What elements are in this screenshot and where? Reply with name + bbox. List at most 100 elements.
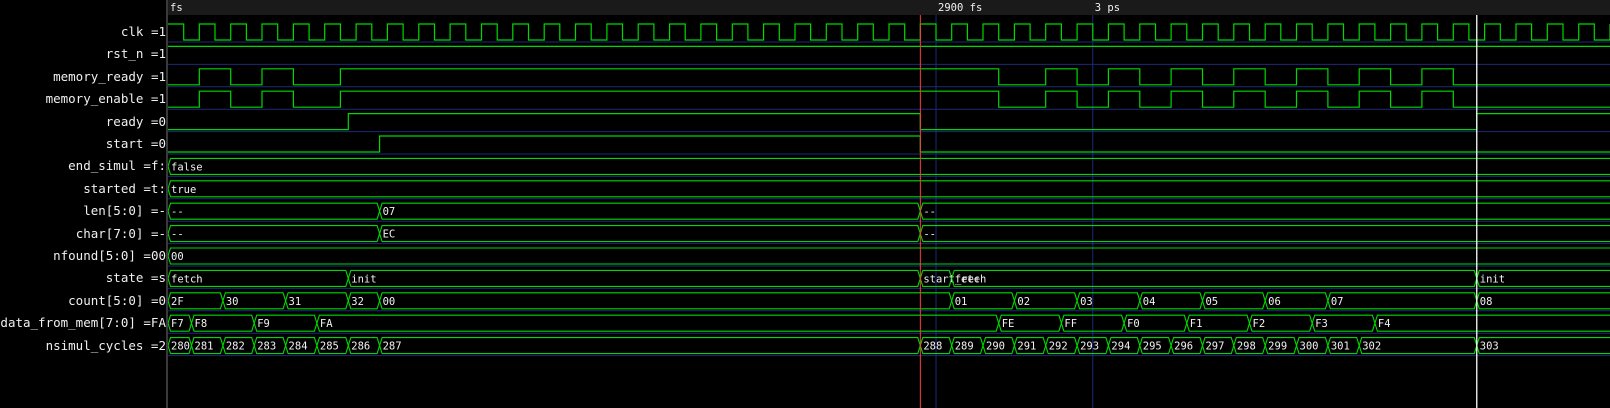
bus-segment [168,225,381,243]
bus-value: 298 [1237,341,1256,353]
bus-value: fetch [171,273,203,285]
bus-segment [316,314,1000,332]
bus-value: 280 [171,341,190,353]
signal-name-state[interactable]: state =s [105,270,166,286]
bus-value: 285 [320,341,339,353]
bus-value: true [171,184,196,196]
signal-name-count-5-0[interactable]: count[5:0] =0 [68,292,166,308]
bus-value: FF [1064,318,1077,330]
bus-value: 302 [1362,341,1381,353]
bus-value: 2F [171,296,184,308]
bus-value: 00 [171,251,184,263]
bit-waveform [168,68,1610,86]
bus-segment [1327,292,1478,310]
bus-segment [379,337,921,355]
bus-value: 08 [1480,296,1493,308]
bus-value: F1 [1190,318,1203,330]
bus-value: 05 [1205,296,1218,308]
bus-value: 297 [1205,341,1224,353]
ruler-label: fs [170,2,183,14]
signal-name-ready[interactable]: ready =0 [105,113,166,129]
bus-value: 32 [351,296,364,308]
bus-value: 01 [955,296,968,308]
bus-value: 299 [1268,341,1287,353]
bus-value: 296 [1174,341,1193,353]
bus-value: 06 [1268,296,1281,308]
bus-value: 04 [1143,296,1156,308]
bus-segment [379,225,921,243]
bus-value: 31 [289,296,302,308]
bus-value: FA [320,318,333,330]
bus-segment [347,269,921,287]
signal-name-memory-enable[interactable]: memory_enable =1 [45,91,166,107]
bus-segment [1374,314,1610,332]
ruler-label: 2900 fs [938,2,982,14]
bit-waveform [168,90,1610,108]
bus-value: 07 [383,206,396,218]
bus-value: 300 [1300,341,1319,353]
bus-value: F8 [195,318,208,330]
signal-name-clk[interactable]: clk =1 [120,24,166,39]
bus-value: 295 [1143,341,1162,353]
bus-value: 293 [1080,341,1099,353]
bus-segment [379,292,953,310]
ruler-label: 3 ps [1095,2,1120,14]
bus-value: 289 [955,341,974,353]
bus-value: 294 [1111,341,1130,353]
bus-value: F0 [1127,318,1140,330]
bus-value: F4 [1378,318,1391,330]
signal-name-pane: clk =1 rst_n =1 memory_ready =1 memory_enab… [0,0,166,408]
signal-name-nfound-5-0[interactable]: nfound[5:0] =00 [53,248,166,263]
bus-value: init [1480,273,1505,285]
bus-value: 281 [195,341,214,353]
waveform-pane[interactable]: fs 2900 fs 3 ps false true -- 07 -- -- EC -- 00 fetc… [168,0,1610,408]
bus-value: F2 [1253,318,1266,330]
bus-segment [1476,292,1610,310]
bus-value: 00 [383,296,396,308]
bit-waveform [168,113,1610,131]
bus-value: -- [171,229,184,241]
signal-name-nsimul-cycles[interactable]: nsimul_cycles =2 [45,337,166,353]
pane-divider[interactable] [166,0,168,408]
bus-segment [168,247,1610,265]
bus-value: fetch [955,273,987,285]
bus-value: false [171,161,203,173]
bus-value: 03 [1080,296,1093,308]
signal-name-char-7-0[interactable]: char[7:0] =- [75,225,166,241]
bus-value: 292 [1049,341,1068,353]
bus-value: -- [171,206,184,218]
bus-value: 301 [1331,341,1350,353]
signal-name-started[interactable]: started =t: [83,180,166,196]
bus-value: EC [383,229,396,241]
signal-name-rst-n[interactable]: rst_n =1 [105,46,166,62]
bus-value: 30 [226,296,239,308]
bus-segment [919,225,1610,243]
bus-segment [1476,269,1610,287]
bus-segment [919,202,1610,220]
bus-value: 290 [986,341,1005,353]
bus-segment [951,269,1478,287]
bus-segment [168,202,381,220]
bit-waveform [168,135,1610,153]
bus-value: F7 [171,318,184,330]
bus-value: F3 [1315,318,1328,330]
signal-name-len-5-0[interactable]: len[5:0] =- [83,203,166,219]
bus-value: 02 [1017,296,1030,308]
bus-value: -- [923,206,936,218]
signal-name-data-from-mem-7-0[interactable]: data_from_mem[7:0] =FA [0,315,166,331]
bus-value: 282 [226,341,245,353]
signal-name-start[interactable]: start =0 [105,136,166,151]
bus-segment [379,202,921,220]
clk-waveform [168,23,1610,41]
signal-name-end-simul[interactable]: end_simul =f: [68,158,166,174]
bus-value: -- [923,229,936,241]
bus-value: FE [1002,318,1015,330]
signal-name-memory-ready[interactable]: memory_ready =1 [53,68,166,84]
bus-value: 303 [1480,341,1499,353]
bus-value: 07 [1331,296,1344,308]
bus-value: 291 [1017,341,1036,353]
bus-value: 286 [351,341,370,353]
bus-value: 284 [289,341,308,353]
time-ruler[interactable] [168,0,1610,15]
bus-value: 287 [383,341,402,353]
